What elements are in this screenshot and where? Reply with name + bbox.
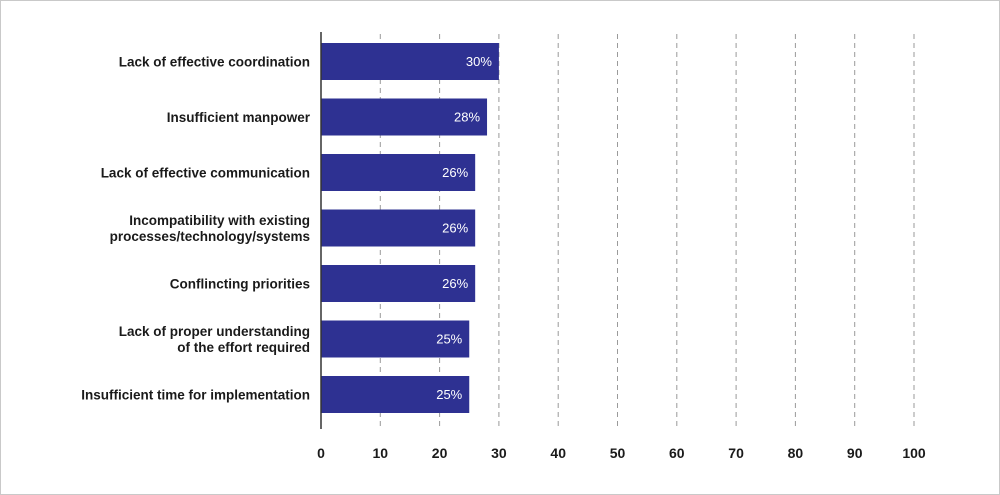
- category-label: Lack of effective coordination: [119, 55, 310, 70]
- x-tick-label: 90: [847, 445, 863, 461]
- category-label: Conflincting priorities: [170, 277, 310, 292]
- bar-value-label: 25%: [436, 332, 462, 347]
- x-tick-label: 50: [610, 445, 626, 461]
- x-tick-label: 80: [788, 445, 804, 461]
- category-label: Lack of effective communication: [101, 166, 310, 181]
- x-tick-label: 100: [902, 445, 926, 461]
- category-label: Incompatibility with existing processes/t…: [110, 213, 310, 244]
- x-tick-label: 60: [669, 445, 685, 461]
- x-tick-label: 70: [728, 445, 744, 461]
- bar-value-label: 26%: [442, 165, 468, 180]
- bar: [321, 320, 470, 358]
- bar-value-label: 30%: [466, 54, 492, 69]
- bar: [321, 98, 488, 136]
- bar: [321, 43, 499, 80]
- bar-value-label: 26%: [442, 276, 468, 291]
- bars: [321, 43, 499, 413]
- bar: [321, 265, 476, 302]
- bar: [321, 376, 470, 413]
- bar-value-label: 26%: [442, 221, 468, 236]
- x-tick-label: 40: [550, 445, 566, 461]
- category-label: Insufficient manpower: [167, 110, 311, 125]
- x-tick-label: 0: [317, 445, 325, 461]
- x-tick-label: 10: [373, 445, 389, 461]
- labels: 0 10 20 30 40 50 60 70 80 90 100 30% Lack of effecti…: [81, 54, 926, 461]
- bar-value-label: 25%: [436, 387, 462, 402]
- x-tick-label: 30: [491, 445, 507, 461]
- bar-value-label: 28%: [454, 110, 480, 125]
- category-label: Insufficient time for implementation: [81, 388, 310, 403]
- bar: [321, 154, 476, 191]
- category-label: Lack of proper understanding of the effor…: [119, 324, 310, 355]
- bar: [321, 209, 476, 247]
- x-tick-label: 20: [432, 445, 448, 461]
